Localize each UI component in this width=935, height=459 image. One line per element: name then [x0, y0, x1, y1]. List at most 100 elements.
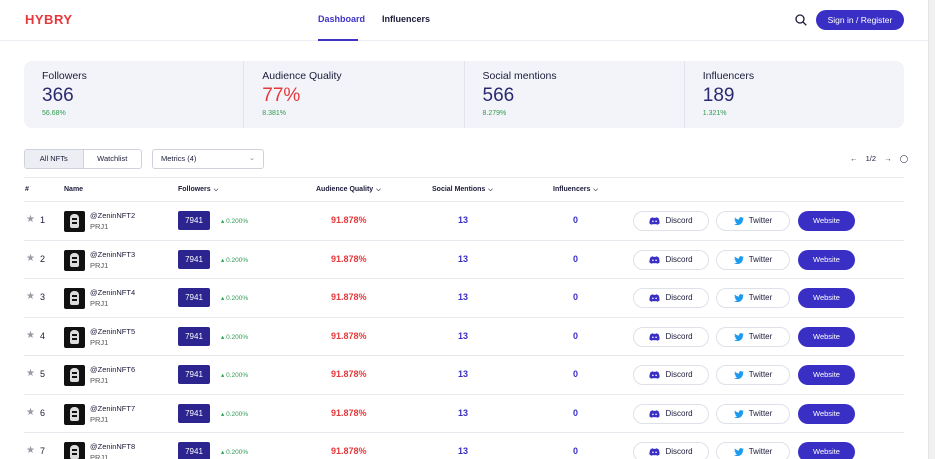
- twitter-button[interactable]: Twitter: [716, 326, 790, 347]
- table-header: # Name Followers ⌵ Audience Quality ⌵ Soci…: [24, 177, 904, 201]
- influencers-value: 0: [573, 407, 579, 418]
- stat-label: Audience Quality: [262, 70, 342, 82]
- influencers-value: 0: [573, 215, 579, 225]
- twitter-button[interactable]: Twitter: [716, 403, 790, 424]
- col-audience-quality[interactable]: Audience Quality ⌵: [316, 186, 381, 193]
- chevron-down-icon: ⌄: [249, 155, 255, 162]
- metrics-select[interactable]: Metrics (4) ⌄: [152, 149, 264, 169]
- twitter-icon: [733, 409, 744, 418]
- col-followers[interactable]: Followers ⌵: [178, 186, 219, 193]
- stat-value: 566: [482, 85, 515, 106]
- social-mentions-value: 13: [458, 369, 469, 379]
- trend-up-icon: ▴: [221, 372, 225, 379]
- twitter-label: Twitter: [748, 408, 773, 418]
- website-button[interactable]: Website: [798, 365, 855, 385]
- discord-label: Discord: [665, 216, 693, 225]
- nft-name[interactable]: @ZeninNFT2: [90, 211, 136, 220]
- discord-icon: [649, 255, 660, 264]
- arrow-right-icon[interactable]: →: [884, 154, 892, 163]
- discord-button[interactable]: Discord: [633, 211, 709, 231]
- followers-delta: ▴ 0.200%: [221, 372, 249, 379]
- discord-icon: [649, 448, 660, 456]
- twitter-button[interactable]: Twitter: [716, 211, 790, 231]
- discord-icon: [649, 294, 660, 302]
- star-icon[interactable]: ★: [26, 291, 35, 302]
- arrow-left-icon[interactable]: ←: [850, 154, 858, 163]
- followers-count: 7941: [178, 249, 210, 269]
- star-icon[interactable]: ★: [26, 368, 35, 379]
- page-scrollbar[interactable]: [928, 0, 935, 459]
- discord-button[interactable]: Discord: [633, 326, 709, 347]
- nft-name[interactable]: @ZeninNFT6: [90, 365, 136, 374]
- avatar: [64, 365, 85, 386]
- twitter-button[interactable]: Twitter: [716, 288, 790, 308]
- star-icon[interactable]: ★: [26, 445, 35, 456]
- stat-social-mentions: Social mentions 566 8.279%: [465, 61, 685, 128]
- metrics-select-label: Metrics (4): [161, 154, 197, 163]
- star-icon[interactable]: ★: [26, 214, 35, 225]
- trend-up-icon: ▴: [221, 410, 225, 418]
- website-button[interactable]: Website: [798, 442, 855, 459]
- table-row: ★ 5 @ZeninNFT6 PRJ1 7941 ▴ 0.200% 91.878% 13 0 Di…: [24, 355, 904, 394]
- followers-delta: ▴ 0.200%: [221, 218, 249, 225]
- avatar: [64, 403, 85, 425]
- twitter-button[interactable]: Twitter: [716, 365, 790, 385]
- row-index: 3: [40, 292, 46, 302]
- social-mentions-value: 13: [458, 407, 469, 418]
- col-social-mentions[interactable]: Social Mentions ⌵: [432, 186, 493, 193]
- twitter-button[interactable]: Twitter: [716, 249, 790, 270]
- tab-influencers[interactable]: Influencers: [382, 14, 431, 24]
- star-icon[interactable]: ★: [26, 329, 35, 341]
- chat-icon[interactable]: ◯: [899, 154, 909, 163]
- star-icon[interactable]: ★: [26, 406, 35, 418]
- discord-button[interactable]: Discord: [633, 403, 709, 424]
- twitter-button[interactable]: Twitter: [716, 442, 790, 459]
- chevron-down-icon: ⌵: [488, 187, 493, 193]
- followers-delta: ▴ 0.200%: [221, 410, 249, 418]
- stat-delta: 56.68%: [42, 110, 66, 117]
- twitter-icon: [733, 448, 744, 457]
- watchlist-button[interactable]: Watchlist: [97, 154, 128, 163]
- nft-name[interactable]: @ZeninNFT8: [90, 442, 136, 451]
- twitter-label: Twitter: [748, 331, 773, 341]
- website-button[interactable]: Website: [798, 288, 855, 308]
- discord-label: Discord: [665, 408, 693, 418]
- trend-up-icon: ▴: [221, 449, 225, 456]
- search-icon[interactable]: [795, 14, 807, 26]
- discord-button[interactable]: Discord: [633, 365, 709, 385]
- discord-button[interactable]: Discord: [633, 249, 709, 270]
- trend-up-icon: ▴: [221, 256, 225, 264]
- twitter-icon: [733, 332, 744, 341]
- followers-delta: ▴ 0.200%: [221, 256, 249, 264]
- website-button[interactable]: Website: [798, 403, 855, 424]
- nft-name[interactable]: @ZeninNFT5: [90, 326, 136, 336]
- stat-delta: 1.321%: [702, 110, 727, 117]
- logo[interactable]: HYBRY: [25, 12, 73, 27]
- nft-name[interactable]: @ZeninNFT4: [90, 288, 136, 297]
- avatar: [64, 211, 85, 232]
- star-icon[interactable]: ★: [26, 252, 35, 264]
- avatar: [64, 288, 85, 309]
- sign-in-button[interactable]: Sign in / Register: [816, 10, 904, 30]
- nft-name[interactable]: @ZeninNFT7: [90, 403, 136, 413]
- nft-name[interactable]: @ZeninNFT3: [90, 249, 136, 259]
- avatar: [64, 442, 85, 459]
- col-influencers[interactable]: Influencers ⌵: [553, 186, 598, 193]
- stat-delta: 8.279%: [482, 110, 507, 117]
- discord-label: Discord: [665, 254, 693, 264]
- website-button[interactable]: Website: [798, 326, 855, 347]
- stat-value: 77%: [262, 85, 301, 106]
- discord-button[interactable]: Discord: [633, 442, 709, 459]
- table-row: ★ 1 @ZeninNFT2 PRJ1 7941 ▴ 0.200% 91.878% 13 0 Di…: [24, 201, 904, 240]
- followers-count: 7941: [178, 403, 210, 423]
- discord-button[interactable]: Discord: [633, 288, 709, 308]
- discord-label: Discord: [665, 447, 693, 456]
- all-nfts-button[interactable]: All NFTs: [25, 150, 84, 168]
- col-name: Name: [64, 186, 84, 193]
- tab-dashboard[interactable]: Dashboard: [318, 14, 366, 24]
- influencers-value: 0: [573, 292, 579, 302]
- website-button[interactable]: Website: [798, 249, 855, 270]
- website-button[interactable]: Website: [798, 211, 855, 231]
- trend-up-icon: ▴: [221, 295, 225, 302]
- trend-up-icon: ▴: [221, 333, 225, 341]
